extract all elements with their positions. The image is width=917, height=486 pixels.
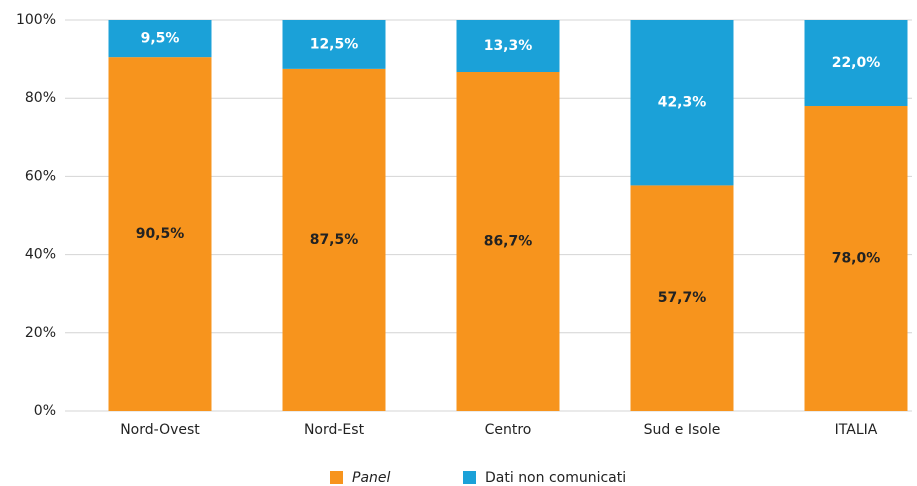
value-label: 9,5% bbox=[141, 31, 180, 47]
x-tick-label: Centro bbox=[485, 422, 532, 438]
y-tick-label: 40% bbox=[25, 247, 56, 263]
value-label: 87,5% bbox=[310, 232, 359, 248]
value-label: 86,7% bbox=[484, 234, 533, 250]
bar-segment bbox=[282, 20, 386, 69]
value-label: 12,5% bbox=[310, 36, 359, 52]
bar-segment bbox=[282, 68, 386, 411]
bar-segment bbox=[108, 57, 212, 412]
bar-segment bbox=[456, 20, 560, 73]
value-label: 22,0% bbox=[832, 55, 881, 71]
legend-swatch bbox=[330, 471, 343, 484]
x-tick-label: Nord-Ovest bbox=[120, 422, 200, 438]
legend-label: Panel bbox=[352, 470, 391, 486]
bar-segment bbox=[630, 185, 734, 411]
bar-segment bbox=[804, 106, 908, 412]
value-label: 42,3% bbox=[658, 95, 707, 111]
bar-segment bbox=[804, 20, 908, 107]
x-tick-label: ITALIA bbox=[835, 422, 878, 438]
y-tick-label: 100% bbox=[16, 12, 56, 28]
bar-segment bbox=[108, 20, 212, 58]
y-tick-label: 20% bbox=[25, 325, 56, 341]
y-tick-label: 60% bbox=[25, 168, 56, 184]
value-label: 13,3% bbox=[484, 38, 533, 54]
value-label: 90,5% bbox=[136, 226, 185, 242]
y-tick-label: 0% bbox=[34, 403, 56, 419]
legend-swatch bbox=[463, 471, 476, 484]
bar-segment bbox=[456, 72, 560, 412]
x-tick-label: Sud e Isole bbox=[644, 422, 721, 438]
legend-label: Dati non comunicati bbox=[485, 470, 626, 486]
y-tick-label: 80% bbox=[25, 90, 56, 106]
value-label: 57,7% bbox=[658, 290, 707, 306]
x-tick-label: Nord-Est bbox=[304, 422, 365, 438]
bar-segment bbox=[630, 20, 734, 186]
value-label: 78,0% bbox=[832, 251, 881, 267]
